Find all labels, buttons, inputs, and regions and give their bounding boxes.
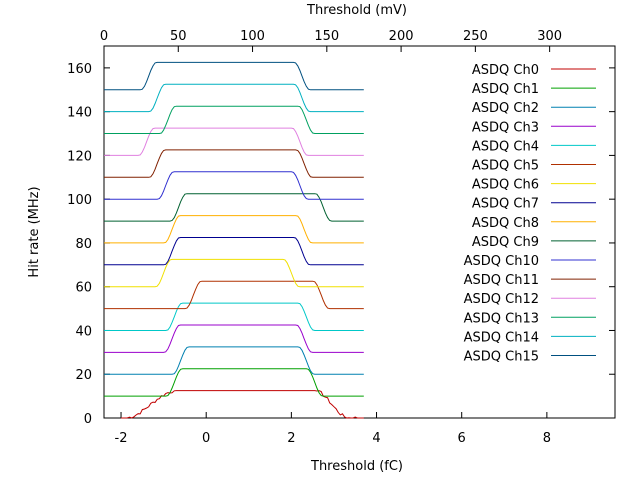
y-axis-title: Hit rate (MHz) [27,186,42,277]
series-line-ch2 [104,346,364,375]
y-tick-label: 160 [67,62,92,77]
x-tick-label: 6 [458,431,466,446]
legend-label: ASDQ Ch4 [472,139,539,154]
legend-label: ASDQ Ch3 [472,120,539,135]
y-tick-label: 40 [75,324,92,339]
series-line-ch13 [104,105,364,134]
legend-label: ASDQ Ch15 [464,350,539,365]
series-line-ch7 [104,237,364,266]
legend-label: ASDQ Ch13 [464,311,539,326]
series-line-ch4 [104,302,364,331]
series-line-ch3 [104,324,364,353]
x2-tick-label: 200 [389,29,414,44]
legend-label: ASDQ Ch12 [464,292,539,307]
x2-tick-label: 50 [170,29,187,44]
series-line-ch14 [104,83,364,113]
series-line-ch0 [121,390,364,419]
series-line-ch6 [104,258,364,288]
y-tick-label: 60 [75,281,92,296]
x-tick-label: 0 [202,431,210,446]
y-tick-label: 0 [84,412,92,427]
x-axis-title: Threshold (fC) [310,459,403,474]
axis-ticks: -2 0 2 4 6 80 50 100 150 200 250 300020406080100120… [67,29,615,446]
series-line-ch9 [104,193,364,222]
legend-label: ASDQ Ch6 [472,178,539,193]
x2-tick-label: 0 [100,29,108,44]
x2-tick-label: 150 [314,29,339,44]
legend-label: ASDQ Ch8 [472,216,539,231]
x2-tick-label: 250 [463,29,488,44]
series-line-ch1 [104,368,364,397]
series-group [104,61,364,419]
x-tick-label: 2 [287,431,295,446]
y-tick-label: 100 [67,193,92,208]
x2-tick-label: 100 [240,29,265,44]
series-line-ch8 [104,215,364,244]
legend-label: ASDQ Ch10 [464,254,539,269]
legend-label: ASDQ Ch1 [472,82,539,97]
series-line-ch11 [104,149,364,178]
legend-label: ASDQ Ch5 [472,159,539,174]
legend: ASDQ Ch0 ASDQ Ch1 ASDQ Ch2 ASDQ Ch3 ASDQ Ch4… [464,63,596,365]
legend-label: ASDQ Ch2 [472,101,539,116]
x-tick-label: 4 [372,431,380,446]
x2-axis-title: Threshold (mV) [306,3,407,18]
y-tick-label: 140 [67,106,92,121]
y-tick-label: 80 [75,237,92,252]
series-line-ch15 [104,61,364,91]
legend-label: ASDQ Ch0 [472,63,539,78]
x-tick-label: -2 [115,431,128,446]
x2-tick-label: 300 [537,29,562,44]
legend-label: ASDQ Ch9 [472,235,539,250]
y-tick-label: 20 [75,368,92,383]
y-tick-label: 120 [67,149,92,164]
legend-label: ASDQ Ch14 [464,330,539,345]
legend-label: ASDQ Ch7 [472,197,539,212]
x-tick-label: 8 [543,431,551,446]
series-line-ch10 [104,171,364,200]
series-line-ch12 [104,127,364,156]
series-line-ch5 [104,280,364,310]
legend-label: ASDQ Ch11 [464,273,539,288]
